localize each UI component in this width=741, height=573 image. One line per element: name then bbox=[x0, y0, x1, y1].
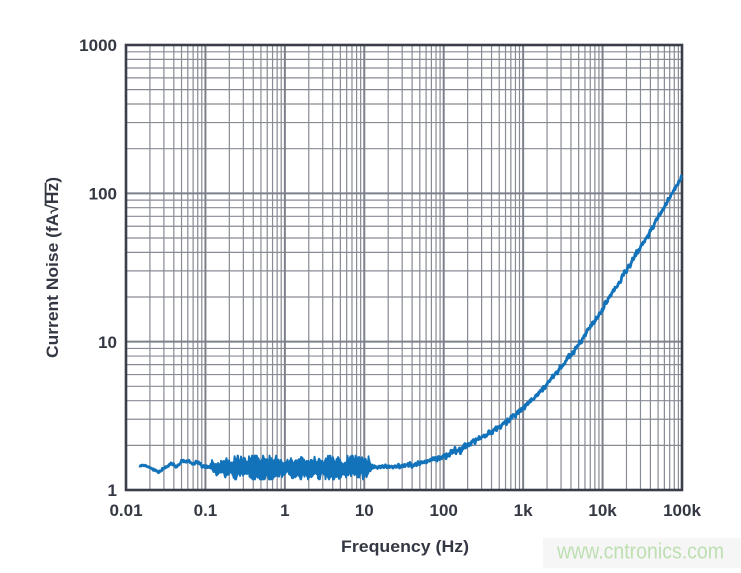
svg-text:100: 100 bbox=[89, 184, 117, 203]
svg-text:1: 1 bbox=[108, 481, 117, 500]
svg-text:0.1: 0.1 bbox=[194, 501, 218, 520]
svg-text:10: 10 bbox=[98, 333, 117, 352]
svg-text:100k: 100k bbox=[663, 501, 701, 520]
svg-text:10k: 10k bbox=[588, 501, 617, 520]
svg-text:1k: 1k bbox=[514, 501, 533, 520]
svg-text:Frequency (Hz): Frequency (Hz) bbox=[341, 537, 469, 556]
svg-text:www.cntronics.com: www.cntronics.com bbox=[556, 539, 724, 564]
svg-text:Current Noise (fA√Hz): Current Noise (fA√Hz) bbox=[43, 177, 62, 358]
svg-text:0.01: 0.01 bbox=[109, 501, 142, 520]
svg-text:1: 1 bbox=[280, 501, 289, 520]
svg-text:10: 10 bbox=[355, 501, 374, 520]
svg-text:100: 100 bbox=[430, 501, 458, 520]
svg-text:1000: 1000 bbox=[79, 36, 117, 55]
